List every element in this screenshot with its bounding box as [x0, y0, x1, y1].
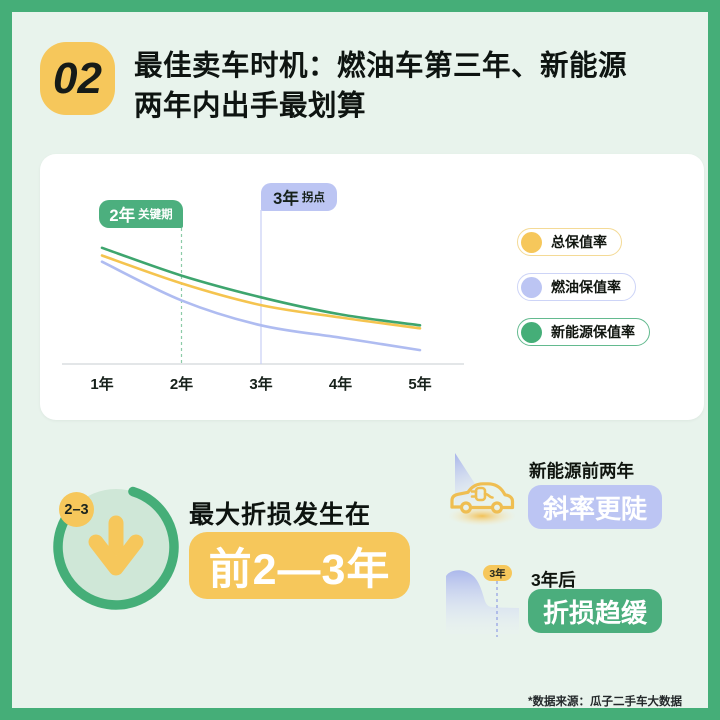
decline-curve-icon: 3年: [446, 565, 519, 637]
section-number-badge: 02: [40, 42, 115, 115]
x-axis-label-3: 3年: [249, 376, 273, 393]
down-arrow-icon: [88, 515, 144, 576]
takeaway-highlight: 前2—3年: [189, 532, 410, 599]
annotation-flag-3year-big: 3年: [273, 190, 299, 208]
ev-car-slope-icon: [448, 453, 516, 526]
takeaway-heading: 最大折损发生在: [189, 501, 372, 529]
annotation-flag-2year-small: 关键期: [138, 209, 173, 221]
chart-card: 2年 关键期 3年 拐点 1年 2年 3年 4年 5年 总保值率 燃油保值率 新…: [40, 154, 704, 420]
year3-badge-label: 3年: [489, 567, 506, 580]
x-axis-label-5: 5年: [408, 376, 432, 393]
legend-label-fuel: 燃油保值率: [551, 279, 621, 295]
legend-dot-fuel-icon: [521, 276, 542, 298]
annotation-flag-3year-small: 拐点: [301, 192, 325, 204]
year3-badge: [483, 565, 512, 581]
note-ev-title: 新能源前两年: [529, 461, 634, 481]
annotation-flag-2year: 2年 关键期: [99, 200, 183, 228]
data-source-note: *数据来源：瓜子二手车大数据: [528, 696, 682, 708]
range-badge: 2–3: [59, 492, 94, 527]
note-3year-title: 3年后: [531, 570, 576, 590]
line-chart: [62, 210, 464, 365]
legend-item-total: 总保值率: [517, 228, 622, 256]
page-title-line1: 最佳卖车时机：燃油车第三年、新能源: [134, 50, 628, 82]
legend-item-fuel: 燃油保值率: [517, 273, 636, 301]
note-3year-highlight: 折损趋缓: [528, 589, 662, 633]
x-axis-label-1: 1年: [90, 376, 114, 393]
x-axis-label-2: 2年: [169, 376, 194, 393]
legend-dot-total-icon: [521, 231, 542, 253]
legend-item-ev: 新能源保值率: [517, 318, 650, 346]
slope-triangle-icon: [455, 453, 492, 510]
x-axis-label-4: 4年: [328, 376, 353, 393]
page-title: 最佳卖车时机：燃油车第三年、新能源 两年内出手最划算: [134, 46, 704, 126]
legend-label-ev: 新能源保值率: [551, 324, 635, 340]
ev-car-outline-icon: [450, 482, 515, 514]
plug-icon: [470, 486, 494, 502]
page-title-line2: 两年内出手最划算: [134, 90, 367, 122]
chart-legend: 总保值率 燃油保值率 新能源保值率: [517, 228, 650, 363]
annotation-flag-3year: 3年 拐点: [261, 183, 337, 211]
note-ev-highlight: 斜率更陡: [528, 485, 662, 529]
legend-label-total: 总保值率: [551, 234, 607, 250]
annotation-flag-2year-big: 2年: [109, 207, 136, 225]
legend-dot-ev-icon: [521, 321, 542, 343]
